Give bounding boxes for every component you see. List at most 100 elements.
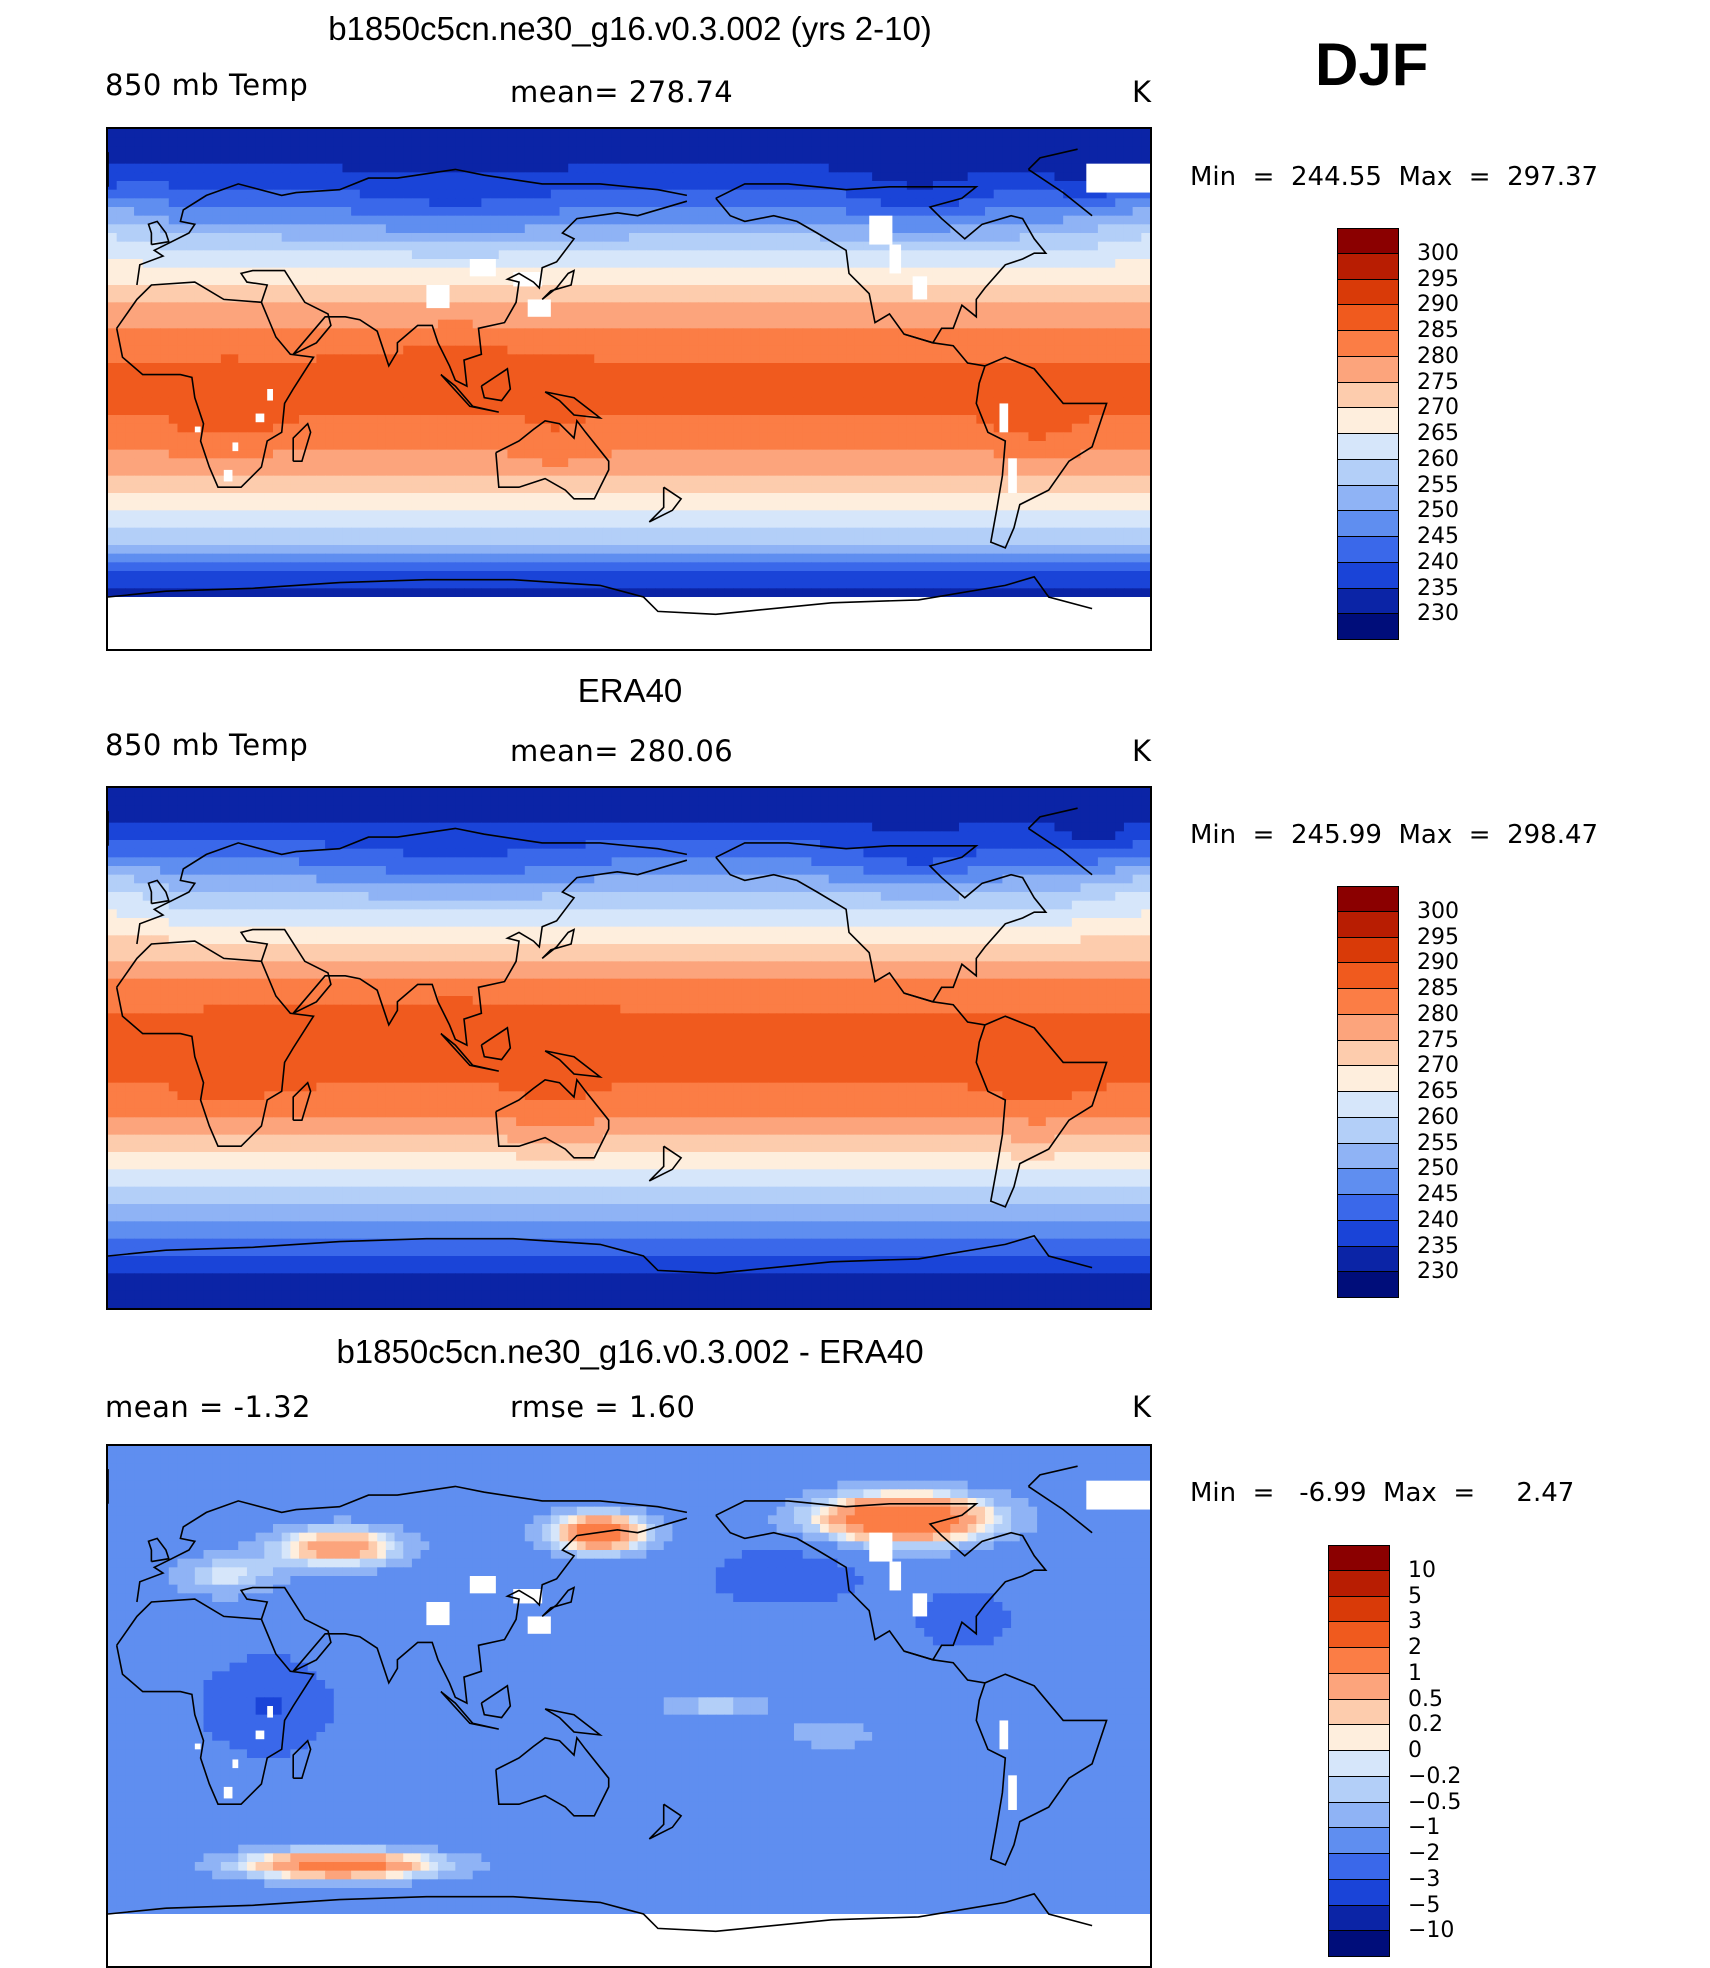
colorbar-tick-label: 5 — [1408, 1584, 1422, 1609]
colorbar-swatch — [1337, 280, 1399, 306]
colorbar-tick-label: −3 — [1408, 1867, 1440, 1892]
colorbar-swatch — [1328, 1803, 1390, 1829]
missing-data-patch — [1086, 1481, 1150, 1510]
map-panel — [106, 786, 1152, 1310]
colorbar-tick-label: 230 — [1417, 1259, 1459, 1284]
colorbar-tick-label: −2 — [1408, 1841, 1440, 1866]
colorbar-swatch — [1337, 1118, 1399, 1144]
colorbar-tick-label: 285 — [1417, 976, 1459, 1001]
missing-data-patch — [195, 427, 201, 433]
min-max-label: Min = 245.99 Max = 298.47 — [1190, 820, 1598, 850]
colorbar-tick-label: −5 — [1408, 1893, 1440, 1918]
missing-data-patch — [470, 1576, 496, 1593]
colorbar-tick-label: 280 — [1417, 1002, 1459, 1027]
colorbar-tick-label: 285 — [1417, 318, 1459, 343]
missing-data-patch — [999, 1720, 1008, 1749]
colorbar-tick-label: −10 — [1408, 1918, 1454, 1943]
colorbar-swatch — [1328, 1597, 1390, 1623]
colorbar-swatch — [1337, 1041, 1399, 1067]
colorbar-swatch — [1337, 486, 1399, 512]
missing-data-patch — [232, 1759, 238, 1768]
colorbar-tick-label: 290 — [1417, 292, 1459, 317]
field-cells — [108, 129, 1150, 649]
colorbar-tick-label: 250 — [1417, 1156, 1459, 1181]
colorbar-swatch — [1337, 434, 1399, 460]
variable-label: 850 mb Temp — [105, 728, 308, 762]
colorbar-tick-label: 245 — [1417, 524, 1459, 549]
map-panel — [106, 127, 1152, 651]
colorbar-tick-label: 0.2 — [1408, 1712, 1443, 1737]
colorbar-swatch — [1328, 1648, 1390, 1674]
colorbar-tick-label: 230 — [1417, 601, 1459, 626]
missing-data-patch — [426, 1602, 449, 1625]
colorbar-swatch — [1328, 1622, 1390, 1648]
colorbar-swatch — [1328, 1751, 1390, 1777]
colorbar-tick-label: 260 — [1417, 447, 1459, 472]
mean-label: mean = -1.32 — [105, 1390, 311, 1424]
rmse-label: rmse = 1.60 — [510, 1390, 695, 1424]
colorbar-swatch — [1337, 563, 1399, 589]
units-label: K — [1132, 734, 1152, 768]
missing-data-patch — [999, 403, 1008, 432]
missing-data-patch — [913, 276, 927, 299]
colorbar-swatch — [1328, 1880, 1390, 1906]
colorbar-tick-label: 275 — [1417, 1028, 1459, 1053]
missing-data-patch — [224, 1787, 233, 1799]
colorbar-swatch — [1337, 460, 1399, 486]
colorbar-swatch — [1328, 1545, 1390, 1571]
colorbar-swatch — [1328, 1854, 1390, 1880]
colorbar-tick-label: 2 — [1408, 1635, 1422, 1660]
colorbar-tick-label: 255 — [1417, 473, 1459, 498]
colorbar-swatch — [1337, 1066, 1399, 1092]
colorbar-swatch — [1328, 1725, 1390, 1751]
colorbar-swatch — [1337, 589, 1399, 615]
colorbar-swatch — [1328, 1674, 1390, 1700]
mean-label: mean= 278.74 — [510, 75, 733, 109]
units-label: K — [1132, 75, 1152, 109]
field-cells — [108, 1446, 1150, 1966]
missing-data-patch — [528, 299, 551, 316]
missing-data-patch — [256, 414, 265, 423]
colorbar-tick-label: 295 — [1417, 925, 1459, 950]
colorbar-tick-label: 255 — [1417, 1131, 1459, 1156]
min-max-label: Min = 244.55 Max = 297.37 — [1190, 162, 1598, 192]
map-panel — [106, 1444, 1152, 1968]
map-canvas — [108, 1446, 1150, 1966]
units-label: K — [1132, 1390, 1152, 1424]
colorbar-swatch — [1337, 511, 1399, 537]
map-canvas — [108, 788, 1150, 1308]
mean-label: mean= 280.06 — [510, 734, 733, 768]
missing-data-patch — [224, 470, 233, 482]
colorbar-swatch — [1337, 989, 1399, 1015]
missing-data-patch — [1008, 1775, 1017, 1810]
colorbar-tick-label: 300 — [1417, 899, 1459, 924]
colorbar-swatch — [1337, 383, 1399, 409]
colorbar-tick-label: 235 — [1417, 1234, 1459, 1259]
colorbar-tick-label: 265 — [1417, 421, 1459, 446]
colorbar-tick-label: 265 — [1417, 1079, 1459, 1104]
missing-data-patch — [232, 442, 238, 451]
colorbar-tick-label: 270 — [1417, 1053, 1459, 1078]
panel-title: b1850c5cn.ne30_g16.v0.3.002 (yrs 2-10) — [110, 10, 1150, 48]
colorbar-tick-label: 245 — [1417, 1182, 1459, 1207]
colorbar-tick-label: 250 — [1417, 498, 1459, 523]
missing-data-patch — [890, 1562, 902, 1591]
colorbar-tick-label: 0 — [1408, 1738, 1422, 1763]
missing-data-patch — [256, 1731, 265, 1740]
missing-data-patch — [267, 1706, 273, 1718]
colorbar-swatch — [1328, 1571, 1390, 1597]
colorbar-swatch — [1337, 408, 1399, 434]
colorbar-swatch — [1337, 254, 1399, 280]
colorbar-swatch — [1337, 938, 1399, 964]
map-canvas — [108, 129, 1150, 649]
colorbar-tick-label: 290 — [1417, 950, 1459, 975]
colorbar-tick-label: 240 — [1417, 1208, 1459, 1233]
colorbar-swatch — [1328, 1777, 1390, 1803]
colorbar-swatch — [1337, 1144, 1399, 1170]
colorbar-swatch — [1337, 1169, 1399, 1195]
colorbar-swatch — [1337, 912, 1399, 938]
colorbar-swatch — [1337, 1092, 1399, 1118]
